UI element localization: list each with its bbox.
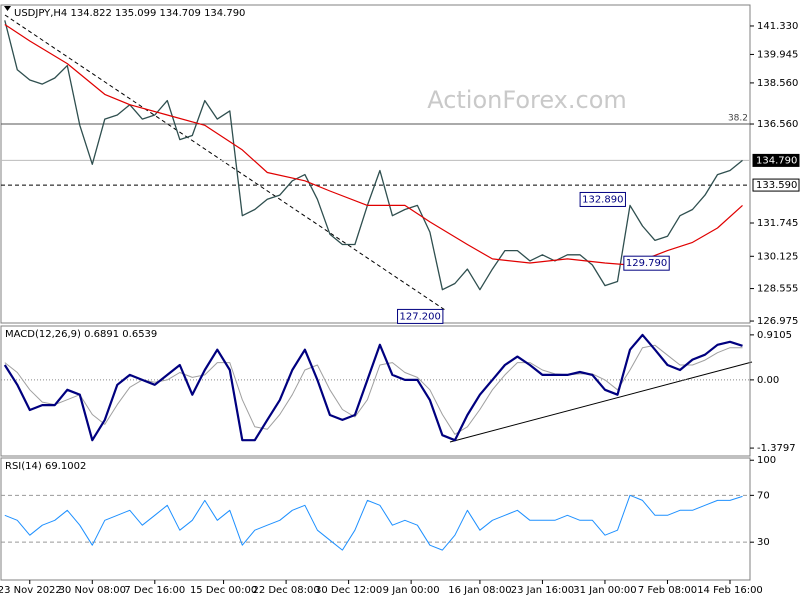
panel-frame xyxy=(0,457,751,581)
y-tick-label: 130.125 xyxy=(757,251,798,262)
x-tick-label: 14 Feb 16:00 xyxy=(697,585,763,596)
menu-icon xyxy=(4,6,11,11)
x-tick-label: 7 Dec 16:00 xyxy=(124,585,185,596)
x-tick-label: 22 Dec 08:00 xyxy=(252,585,319,596)
price-box xyxy=(752,153,800,167)
y-tick-label: 138.560 xyxy=(757,78,798,89)
series-line xyxy=(3,333,743,442)
x-tick-label: 31 Jan 00:00 xyxy=(573,585,636,596)
panel-title: RSI(14) 69.1002 xyxy=(5,461,86,472)
series-line xyxy=(4,494,743,551)
series-line xyxy=(4,23,743,266)
price-box xyxy=(752,178,800,192)
y-tick-label: 139.945 xyxy=(757,49,798,60)
y-tick-label: 30 xyxy=(757,537,770,548)
callout-box xyxy=(397,308,444,324)
trend-line xyxy=(4,14,446,311)
y-tick-label: 128.555 xyxy=(757,284,798,295)
y-tick-label: 136.560 xyxy=(757,119,798,130)
x-tick-label: 30 Dec 12:00 xyxy=(315,585,382,596)
callout-box xyxy=(579,191,626,207)
callout: 127.200 xyxy=(397,308,444,324)
x-tick-label: 23 Jan 16:00 xyxy=(511,585,574,596)
panel-title: USDJPY,H4 134.822 135.099 134.709 134.79… xyxy=(14,8,245,19)
callout-label: 129.790 xyxy=(626,258,667,269)
y-tick-label: 0.00 xyxy=(757,375,779,386)
callout: 129.790 xyxy=(623,255,670,271)
y-tick-label: 0.9105 xyxy=(757,330,792,341)
x-tick-label: 15 Dec 00:00 xyxy=(190,585,257,596)
panel-frame xyxy=(0,4,751,324)
series-line xyxy=(4,20,743,291)
trend-line xyxy=(449,361,753,443)
y-tick-label: -1.3797 xyxy=(757,443,796,454)
price-box-label: 134.790 xyxy=(756,155,797,166)
callout-label: 127.200 xyxy=(400,311,441,322)
y-tick-label: 131.745 xyxy=(757,218,798,229)
x-tick-label: 23 Nov 2022 xyxy=(0,585,62,596)
panel-frame xyxy=(0,325,751,457)
callout-box xyxy=(623,255,670,271)
level-name: 38.2 xyxy=(728,114,748,124)
y-tick-label: 141.330 xyxy=(757,21,798,32)
panel-title: MACD(12,26,9) 0.6891 0.6539 xyxy=(5,329,157,340)
y-tick-label: 100 xyxy=(757,455,776,466)
price-box-label: 133.590 xyxy=(756,180,797,191)
y-tick-label: 126.975 xyxy=(757,316,798,327)
x-tick-label: 16 Jan 08:00 xyxy=(448,585,511,596)
x-tick-label: 9 Jan 00:00 xyxy=(383,585,440,596)
callout: 132.890 xyxy=(579,191,626,207)
x-tick-label: 30 Nov 08:00 xyxy=(59,585,126,596)
watermark: ActionForex.com xyxy=(427,86,627,114)
x-tick-label: 7 Feb 08:00 xyxy=(638,585,697,596)
y-tick-label: 70 xyxy=(757,490,770,501)
callout-label: 132.890 xyxy=(582,194,623,205)
